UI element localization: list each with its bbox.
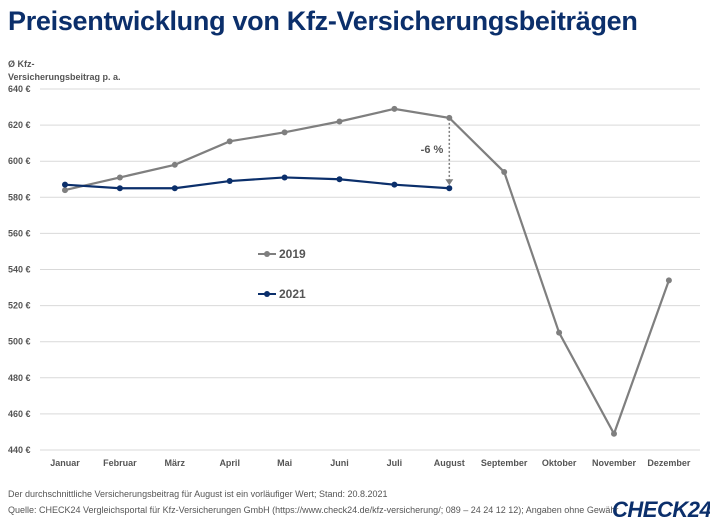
data-point-2019 [611,430,617,437]
data-point-2019 [171,161,178,168]
y-tick-label: 560 € [8,228,31,238]
data-point-2019 [501,169,508,176]
data-point-2021 [336,176,343,183]
x-tick-label: April [219,458,240,468]
y-axis-label: Ø Kfz- Versicherungsbeitrag p. a. [8,58,121,84]
legend-marker-2019 [264,251,270,257]
check24-logo: CHECK24 [612,497,710,522]
y-tick-label: 580 € [8,192,31,202]
footnote: Der durchschnittliche Versicherungsbeitr… [8,489,388,499]
source-note: Quelle: CHECK24 Vergleichsportal für Kfz… [8,505,619,515]
y-tick-label: 480 € [8,373,31,383]
data-point-2019 [391,105,398,112]
x-tick-label: Juni [330,458,349,468]
series-line-2019 [64,107,670,437]
data-point-2019 [665,277,672,284]
data-point-2021 [446,185,453,192]
x-tick-label: Mai [277,458,292,468]
data-point-2019 [556,329,563,336]
y-axis-label-line1: Ø Kfz- [8,59,35,69]
data-point-2019 [62,187,68,194]
series-line-2021 [64,176,450,190]
y-tick-label: 520 € [8,301,31,311]
data-point-2021 [281,174,288,181]
x-tick-label: März [165,458,186,468]
y-tick-label: 460 € [8,409,31,419]
data-point-2019 [281,129,288,136]
y-tick-label: 540 € [8,265,31,275]
chart-title: Preisentwicklung von Kfz-Versicherungsbe… [8,6,638,36]
y-tick-label: 600 € [8,156,31,166]
data-point-2019 [116,174,123,181]
y-tick-label: 640 € [8,84,31,94]
data-point-2019 [446,114,453,121]
data-point-2021 [391,181,398,188]
x-tick-label: Januar [50,458,80,468]
y-axis-label-line2: Versicherungsbeitrag p. a. [8,72,121,82]
x-tick-label: Juli [387,458,403,468]
y-tick-label: 500 € [8,337,31,347]
data-point-2019 [336,118,343,125]
legend-label-2019: 2019 [279,247,306,261]
x-tick-label: Dezember [647,458,691,468]
legend-label-2021: 2021 [279,287,306,301]
data-point-2021 [171,185,178,192]
x-tick-label: Oktober [542,458,577,468]
annotation-label: -6 % [421,144,444,156]
data-point-2019 [226,138,233,145]
x-tick-label: August [434,458,465,468]
x-tick-label: Februar [103,458,137,468]
data-point-2021 [226,178,233,185]
x-tick-label: November [592,458,637,468]
y-tick-label: 440 € [8,445,31,455]
y-tick-label: 620 € [8,120,31,130]
annotation-arrowhead [445,179,454,186]
data-point-2021 [116,185,123,192]
x-tick-label: September [481,458,528,468]
data-point-2021 [62,181,68,188]
legend-marker-2021 [264,291,270,297]
